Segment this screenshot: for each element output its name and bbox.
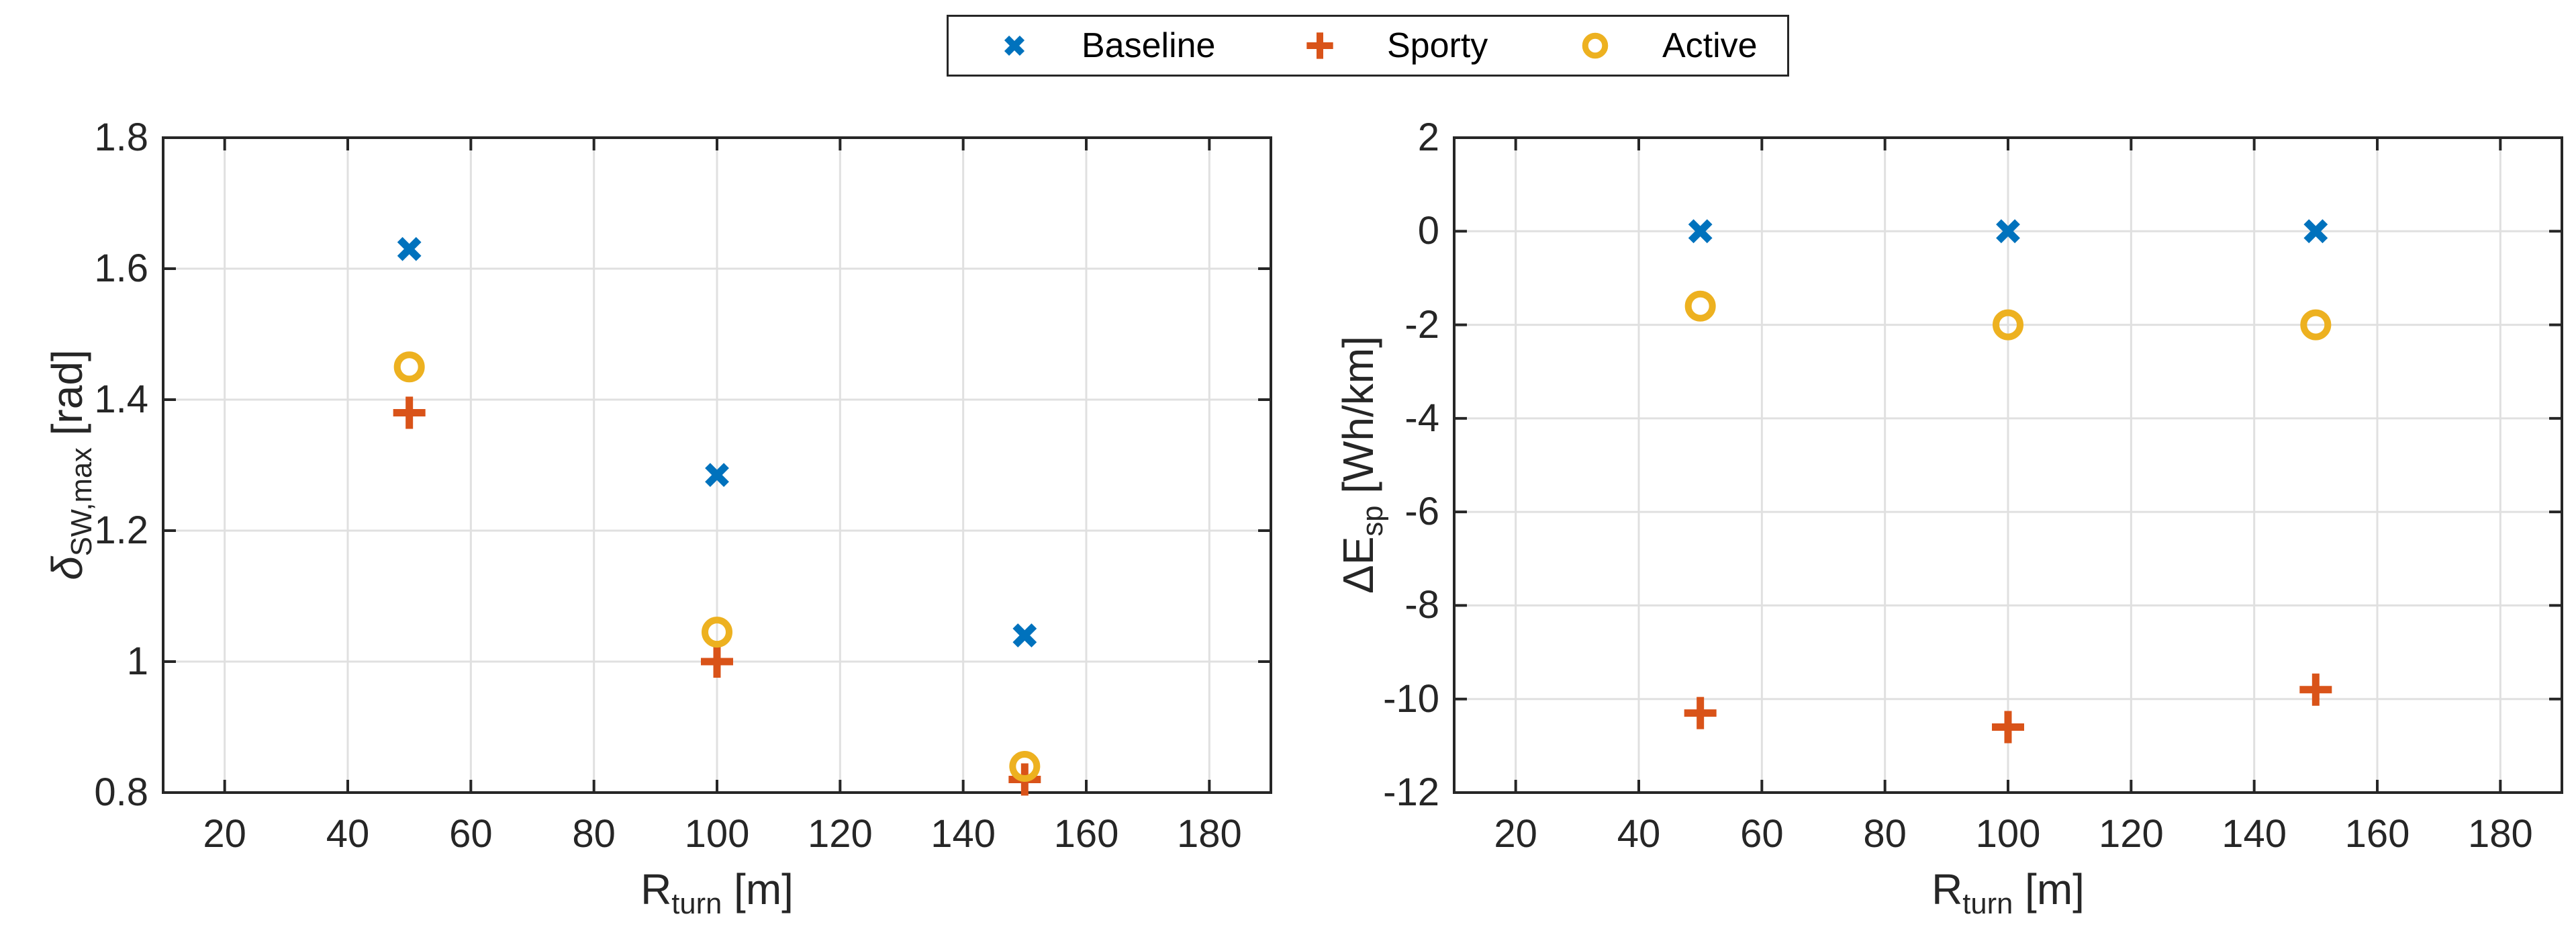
- y-tick-label: 2: [1417, 116, 1439, 160]
- x-marker: [2303, 219, 2328, 244]
- x-tick-label: 160: [1053, 812, 1119, 856]
- series-baseline: [397, 236, 1037, 647]
- active-circle-marker-icon: [1580, 31, 1610, 60]
- sporty-plus-marker-icon: [1305, 31, 1335, 60]
- x-marker-glyph: [1004, 35, 1025, 56]
- left-xaxis-label: Rturn [m]: [640, 865, 794, 920]
- legend-item-sporty: Sporty: [1305, 17, 1488, 75]
- legend-item-active: Active: [1580, 17, 1758, 75]
- y-tick-label: 1.4: [94, 377, 148, 422]
- y-tick-label: 0: [1417, 209, 1439, 253]
- x-marker: [1996, 219, 2020, 244]
- x-marker: [1012, 623, 1037, 647]
- x-tick-label: 100: [684, 812, 750, 856]
- x-tick-label: 20: [203, 812, 246, 856]
- y-tick-label: 1.6: [94, 247, 148, 291]
- legend-label-sporty: Sporty: [1387, 26, 1488, 65]
- circle-marker: [1009, 751, 1041, 782]
- x-tick-label: 140: [931, 812, 996, 856]
- x-tick-label: 60: [449, 812, 493, 856]
- baseline-x-marker-icon: [1000, 31, 1029, 60]
- y-tick-label: -10: [1383, 676, 1439, 721]
- plus-marker: [701, 645, 733, 678]
- circle-marker: [393, 351, 425, 383]
- y-tick-label: -8: [1404, 583, 1439, 627]
- plus-glyph: [1306, 32, 1333, 59]
- legend-label-active: Active: [1662, 26, 1758, 65]
- plus-marker: [2299, 673, 2332, 706]
- series-baseline: [1688, 219, 2328, 244]
- y-tick-label: -12: [1383, 770, 1439, 815]
- legend-item-baseline: Baseline: [1000, 17, 1215, 75]
- legend: Baseline Sporty Active: [947, 15, 1789, 77]
- plus-marker-glyph: [1306, 32, 1333, 59]
- x-tick-label: 20: [1494, 812, 1537, 856]
- series-active: [393, 351, 1041, 782]
- x-tick-label: 40: [326, 812, 370, 856]
- x-tick-label: 180: [1176, 812, 1242, 856]
- y-tick-label: -6: [1404, 490, 1439, 534]
- x-marker: [1688, 219, 1713, 244]
- legend-label-baseline: Baseline: [1082, 26, 1216, 65]
- y-tick-label: 1.2: [94, 508, 148, 553]
- x-tick-label: 120: [2098, 812, 2164, 856]
- y-tick-label: 0.8: [94, 770, 148, 815]
- x-tick-label: 180: [2467, 812, 2533, 856]
- plus-marker: [1992, 711, 2024, 744]
- x-tick-label: 60: [1740, 812, 1784, 856]
- plus-marker: [393, 396, 426, 429]
- y-tick-label: 1: [126, 639, 148, 684]
- x-tick-label: 120: [807, 812, 873, 856]
- right-yaxis-label: ΔEsp [Wh/km]: [1334, 336, 1389, 594]
- o-marker-glyph: [1582, 32, 1609, 59]
- x-glyph: [1004, 35, 1025, 56]
- circle-marker: [702, 617, 732, 648]
- circle-marker: [1993, 309, 2023, 341]
- circle-glyph: [1582, 32, 1609, 59]
- x-tick-label: 40: [1617, 812, 1661, 856]
- series-active: [1684, 290, 2332, 341]
- plus-marker: [1684, 697, 1717, 729]
- y-tick-label: -4: [1404, 396, 1439, 440]
- series-sporty: [1684, 673, 2332, 744]
- y-tick-label: 1.8: [94, 116, 148, 160]
- x-marker: [397, 236, 422, 261]
- x-tick-label: 80: [572, 812, 616, 856]
- x-tick-label: 160: [2344, 812, 2410, 856]
- right-xaxis-label: Rturn [m]: [1931, 865, 2085, 920]
- circle-marker: [1684, 290, 1716, 322]
- x-marker: [705, 463, 729, 488]
- x-tick-label: 80: [1863, 812, 1907, 856]
- x-tick-label: 140: [2222, 812, 2287, 856]
- x-tick-label: 100: [1975, 812, 2041, 856]
- circle-marker: [2300, 309, 2332, 341]
- y-tick-label: -2: [1404, 302, 1439, 347]
